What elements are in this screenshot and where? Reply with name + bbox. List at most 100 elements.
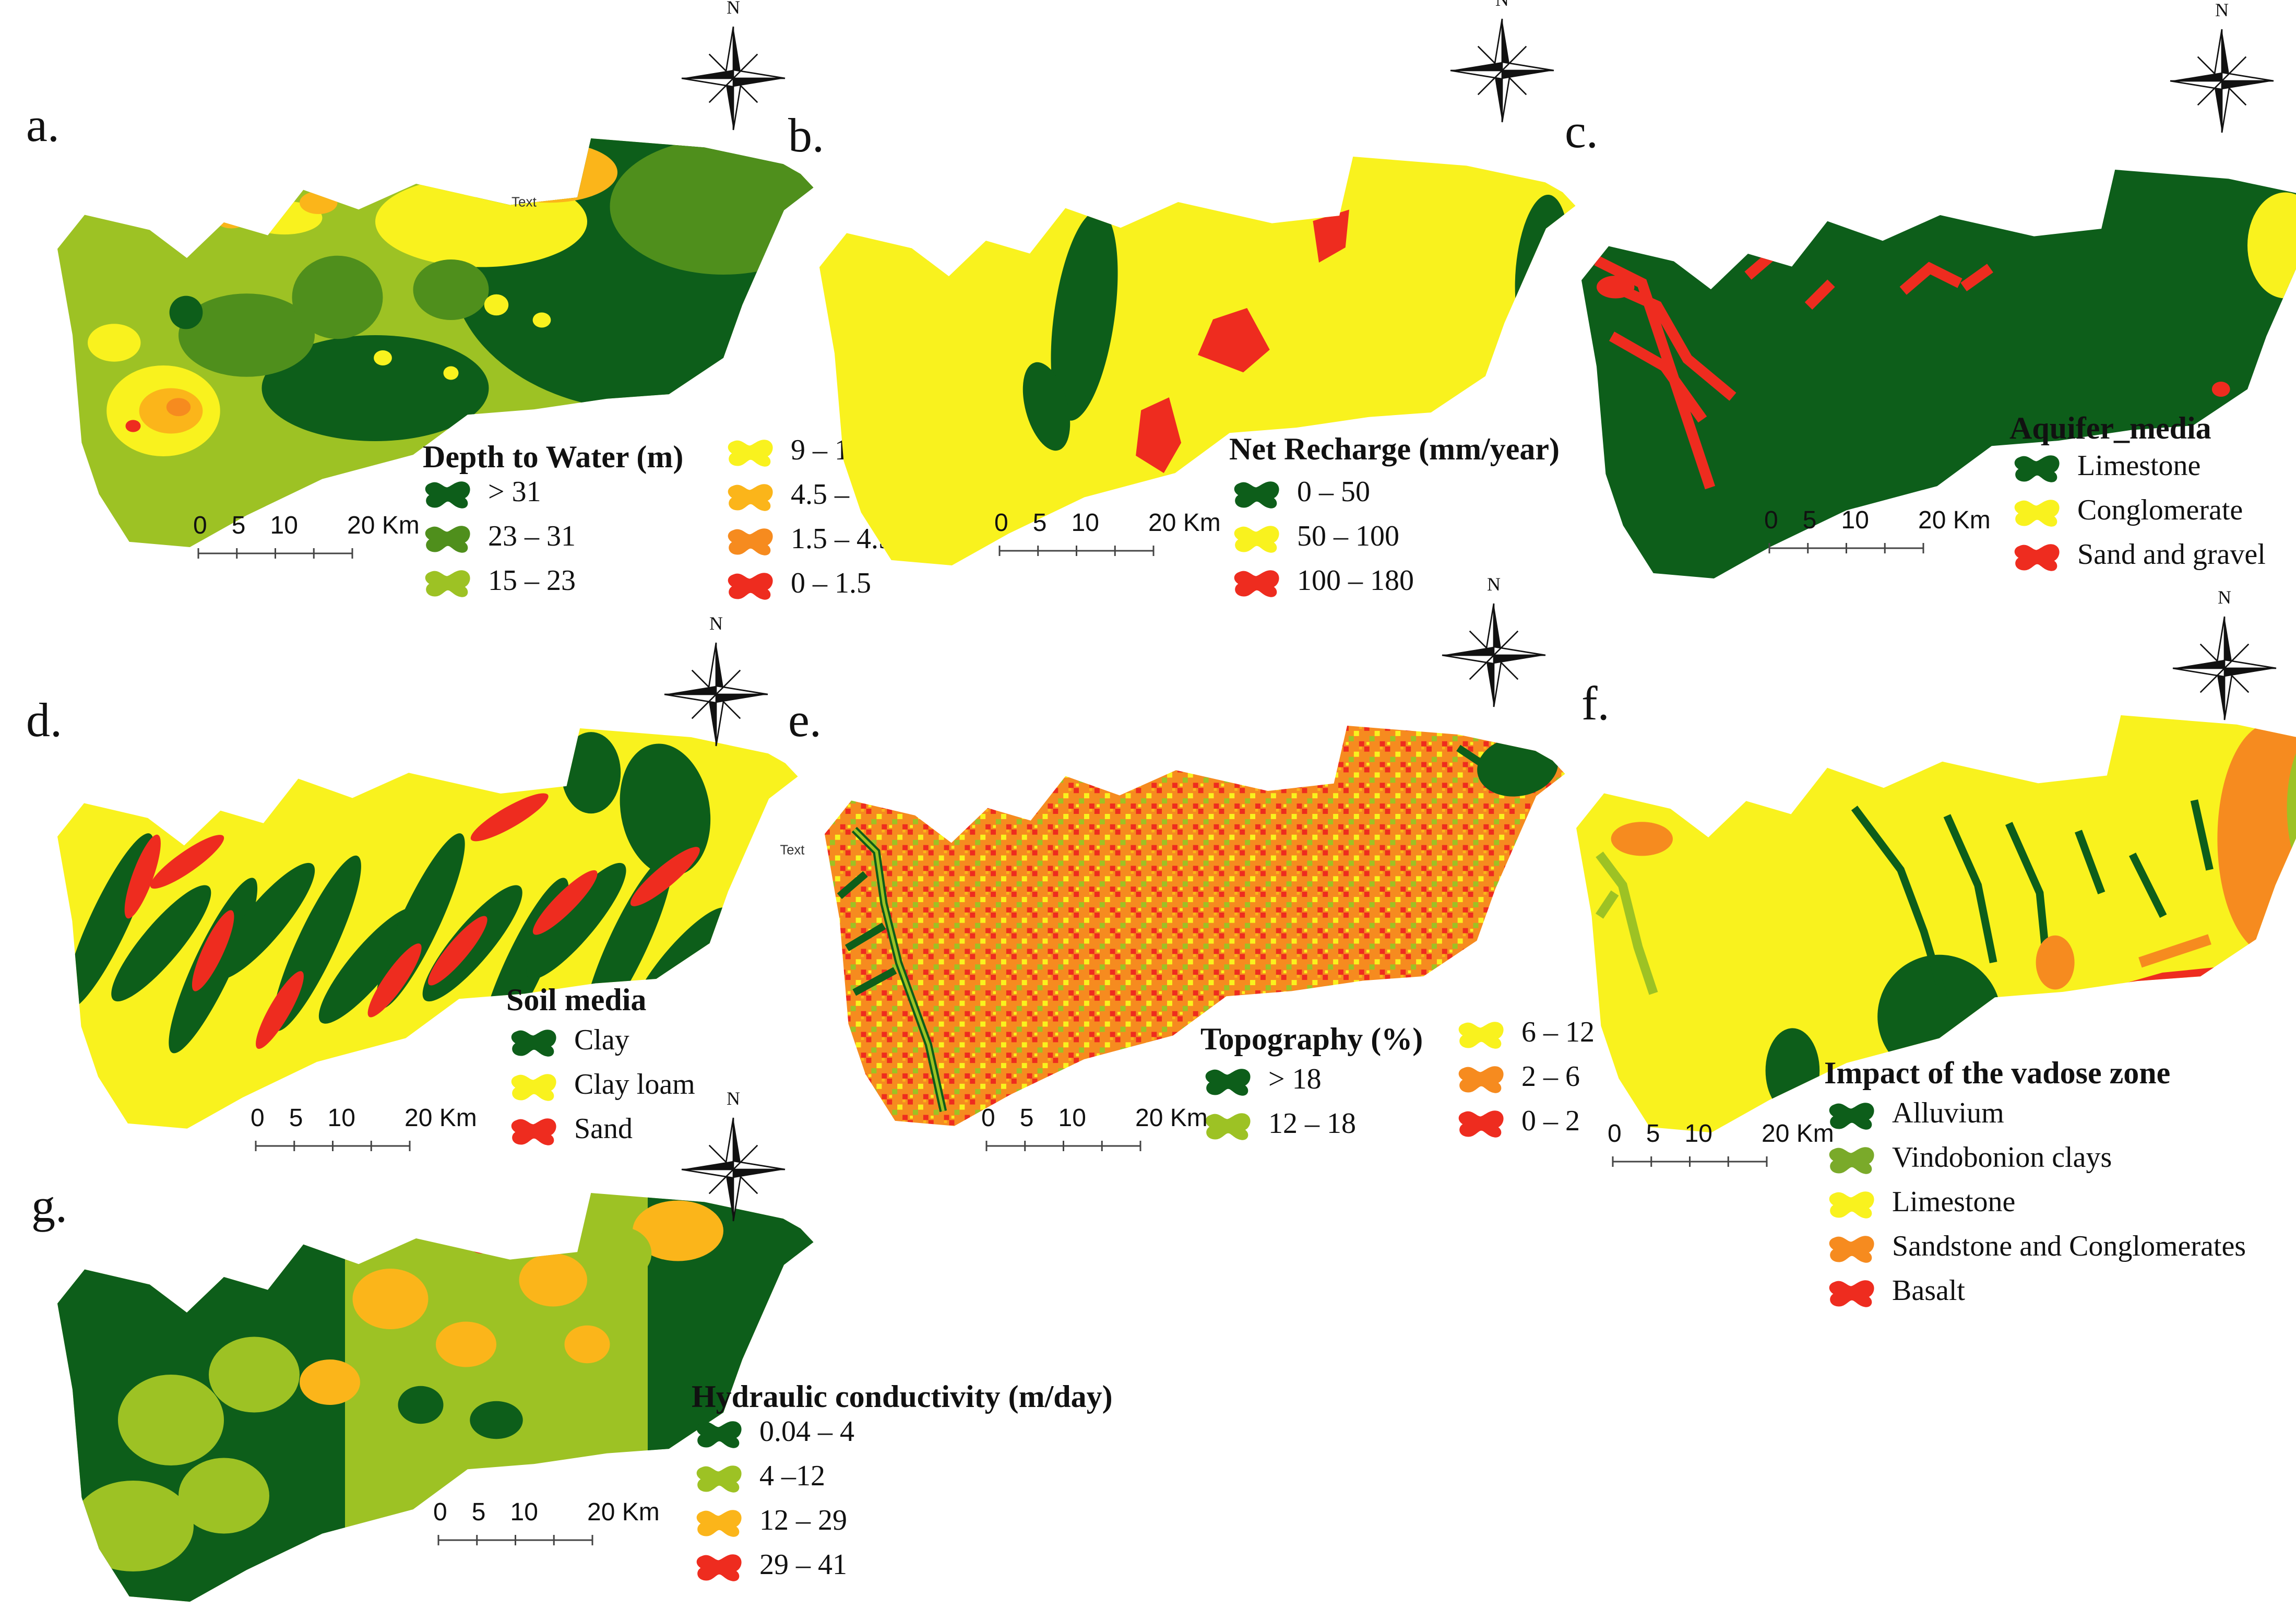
scale-tick-label: 0 [251,1104,265,1132]
north-arrow-icon: N [1442,574,1546,707]
legend-swatch [2014,455,2060,482]
legend-swatch [696,1465,742,1493]
scale-tick-label: 0 [193,512,207,539]
legend: Hydraulic conductivity (m/day)0.04 – 4 4 … [692,1379,1113,1581]
legend-swatch [1234,570,1279,597]
legend-swatch [1829,1236,1874,1263]
scale-tick-label: 20 Km [405,1104,477,1132]
legend-item-label: 12 – 29 [759,1504,847,1536]
legend-swatch [2014,544,2060,571]
panel-letter: d. [26,693,62,747]
scale-bar: 0 5 10 20 Km [193,512,420,559]
scale-tick-label: 0 [981,1104,995,1132]
legend-swatch [425,526,470,553]
legend-item-label: 50 – 100 [1297,520,1399,552]
scale-bar: 0 5 10 20 Km [981,1104,1208,1151]
legend-item-label: Conglomerate [2077,494,2243,526]
legend-swatch [511,1030,556,1057]
north-label: N [727,1088,740,1109]
scale-tick-label: 5 [1646,1120,1660,1148]
legend-swatch [1829,1103,1874,1130]
panel-e: e. Topography (%) > 18 12 – 18 6 – 12 2 – 6 0 … [788,693,1595,1140]
north-arrow-icon: N [2172,587,2277,720]
legend-title: Impact of the vadose zone [1824,1056,2170,1090]
panel-c: c. Aquifer_media Limestone Conglomerate Sand… [1565,104,2296,578]
legend-item-label: Sand and gravel [2077,538,2266,571]
north-label: N [2218,587,2231,608]
legend-title: Aquifer_media [2009,411,2211,445]
map-classes [1594,192,2296,490]
scale-tick-label: 20 Km [1148,509,1221,537]
north-arrow-icon: N [2170,0,2274,133]
panel-letter: f. [1581,677,1610,730]
scale-bar: 0 5 10 20 Km [433,1498,660,1545]
north-arrow-icon: N [681,1088,786,1222]
panel-a: a. Text Depth to Water (m)> 31 23 – 31 15 – … [26,98,893,600]
legend-item-label: 2 – 6 [1521,1060,1580,1093]
scale-tick-label: 0 [1764,506,1778,534]
panel-letter: g. [31,1179,67,1232]
legend-swatch [1829,1147,1874,1174]
scale-bar: 0 5 10 20 Km [1608,1120,1834,1167]
scale-tick-label: 10 [1841,506,1869,534]
map-note: Text [780,843,805,857]
legend-swatch [1458,1066,1504,1093]
legend-swatch [696,1421,742,1448]
legend-swatch [1205,1113,1251,1140]
legend-swatch [1458,1110,1504,1138]
scale-tick-label: 5 [1803,506,1817,534]
scale-tick-label: 5 [289,1104,303,1132]
scale-tick-label: 20 Km [1135,1104,1208,1132]
scale-tick-label: 0 [1608,1120,1622,1148]
legend-item-label: Alluvium [1892,1097,2004,1129]
legend-title: Hydraulic conductivity (m/day) [692,1379,1113,1414]
panel-letter: a. [26,98,60,151]
legend-item-label: Sand [574,1113,633,1145]
legend-title: Depth to Water (m) [423,440,683,474]
legend: Topography (%) > 18 12 – 18 6 – 12 2 – 6 0 – … [1200,1016,1595,1140]
north-label: N [2215,0,2229,20]
scale-tick-label: 0 [433,1498,447,1526]
legend-swatch [728,484,773,511]
legend-item-label: 0 – 2 [1521,1105,1580,1137]
north-arrow-icon: N [664,613,768,747]
legend-swatch [2014,500,2060,527]
legend-swatch [696,1554,742,1581]
depth-to-water-map: Text [57,138,814,547]
legend-item-label: Clay loam [574,1068,695,1101]
scale-tick-label: 20 Km [1918,506,1991,534]
legend-item-label: Limestone [1892,1186,2015,1218]
north-label: N [727,0,740,18]
legend-swatch [425,481,470,509]
net-recharge-map [819,157,1576,565]
scale-bar: 0 5 10 20 Km [1764,506,1991,553]
scale-bar: 0 5 10 20 Km [994,509,1221,556]
legend-item-label: 100 – 180 [1297,564,1414,597]
legend: Impact of the vadose zone Alluvium Vindobo… [1824,1056,2246,1307]
legend-item-label: 15 – 23 [488,564,576,597]
legend-swatch [1458,1022,1504,1049]
scale-tick-label: 10 [1072,509,1099,537]
panel-f: f. Impact of the vadose zone Alluvium Vindo… [1576,677,2296,1307]
legend-swatch [1205,1069,1251,1096]
north-label: N [1495,0,1509,10]
legend-item-label: > 31 [488,476,541,508]
legend-title: Net Recharge (mm/year) [1229,432,1560,466]
legend-item-label: 12 – 18 [1268,1107,1356,1140]
scale-tick-label: 20 Km [587,1498,660,1526]
scale-tick-label: 5 [472,1498,486,1526]
legend-swatch [1829,1191,1874,1219]
scale-tick-label: 10 [270,512,298,539]
panel-letter: c. [1565,104,1598,158]
north-arrow-icon: N [1450,0,1554,123]
legend-swatch [511,1074,556,1101]
legend-item-label: Limestone [2077,450,2200,482]
panel-letter: e. [788,693,822,747]
legend-swatch [425,570,470,597]
legend-item-label: Basalt [1892,1274,1965,1307]
legend-item-label: Sandstone and Conglomerates [1892,1230,2246,1262]
legend: Net Recharge (mm/year) 0 – 50 50 – 100 100 … [1229,432,1560,597]
panel-letter: b. [788,109,824,162]
